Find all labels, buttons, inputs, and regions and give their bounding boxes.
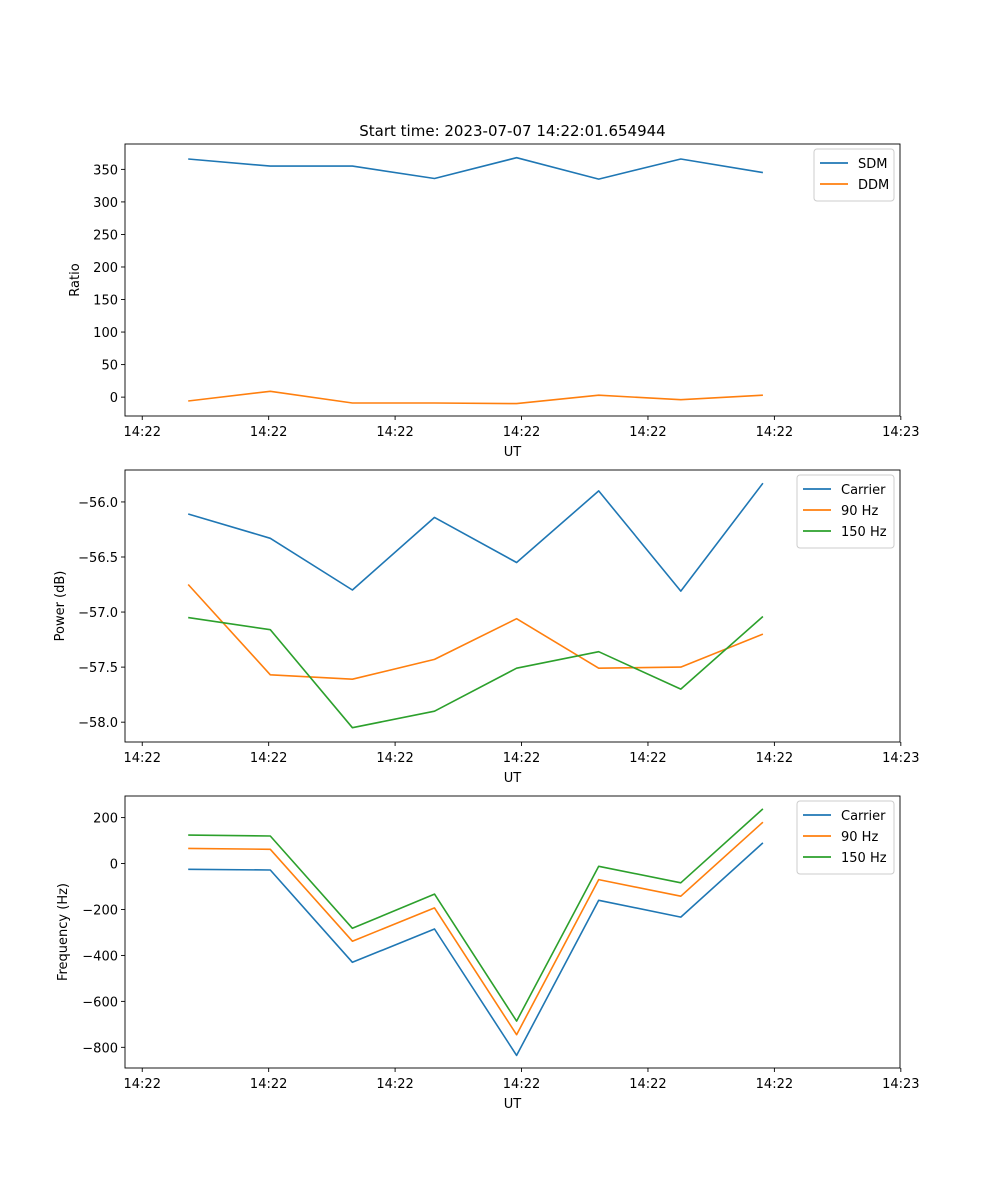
series-line-carrier	[187, 482, 764, 592]
series-line-carrier	[188, 842, 764, 1057]
legend-label: 150 Hz	[841, 851, 887, 866]
y-tick-label: −57.0	[78, 606, 118, 621]
series-line-150-hz	[188, 808, 764, 1022]
y-tick-label: 50	[101, 359, 118, 374]
series-line-90-hz	[187, 583, 764, 681]
y-tick-label: 0	[110, 391, 118, 406]
legend: Carrier 90 Hz 150 Hz	[796, 474, 895, 549]
y-axis-label: Power (dB)	[53, 571, 68, 642]
x-axis-label: UT	[504, 445, 522, 460]
y-tick-label: 100	[93, 326, 118, 341]
y-tick-label: 250	[93, 228, 118, 243]
x-tick-label: 14:22	[629, 751, 666, 766]
legend-label: Carrier	[841, 809, 886, 824]
y-tick-label: −400	[82, 949, 118, 964]
series-line-90-hz	[188, 821, 764, 1036]
axes-frame	[124, 143, 901, 417]
legend: Carrier 90 Hz 150 Hz	[796, 800, 895, 875]
x-tick-label: 14:22	[376, 1077, 413, 1092]
y-axis-label: Frequency (Hz)	[56, 883, 71, 981]
x-tick-label: 14:22	[629, 1077, 666, 1092]
legend-box	[796, 474, 895, 549]
x-axis-label: UT	[504, 771, 522, 786]
x-axis-label: UT	[504, 1097, 522, 1112]
x-tick-label: 14:22	[376, 425, 413, 440]
x-tick-label: 14:22	[756, 1077, 793, 1092]
y-tick-label: −600	[82, 995, 118, 1010]
y-axis-label: Ratio	[68, 263, 83, 296]
x-tick-label: 14:23	[882, 1077, 919, 1092]
legend: SDM DDM	[813, 148, 895, 202]
legend-box	[796, 800, 895, 875]
series-line-ddm	[188, 390, 763, 405]
legend-label: 150 Hz	[841, 525, 887, 540]
y-tick-label: −56.5	[78, 551, 118, 566]
legend-label: 90 Hz	[841, 504, 878, 519]
legend-label: 90 Hz	[841, 830, 878, 845]
y-tick-label: 200	[93, 261, 118, 276]
x-tick-label: 14:22	[124, 425, 161, 440]
series-line-150-hz	[188, 615, 764, 729]
x-tick-label: 14:22	[250, 425, 287, 440]
legend-label: DDM	[858, 178, 889, 193]
x-tick-label: 14:22	[250, 751, 287, 766]
y-tick-label: 300	[93, 196, 118, 211]
y-tick-label: 0	[110, 858, 118, 873]
y-tick-label: −200	[82, 903, 118, 918]
x-tick-label: 14:22	[503, 1077, 540, 1092]
chart-title: Start time: 2023-07-07 14:22:01.654944	[359, 122, 665, 140]
x-tick-label: 14:22	[376, 751, 413, 766]
y-tick-label: −56.0	[78, 496, 118, 511]
x-tick-label: 14:22	[503, 751, 540, 766]
x-tick-label: 14:22	[250, 1077, 287, 1092]
y-tick-label: −58.0	[78, 716, 118, 731]
plot-panel-1: Start time: 2023-07-07 14:22:01.654944 14…	[68, 122, 920, 460]
y-tick-label: 350	[93, 163, 118, 178]
x-tick-label: 14:23	[882, 425, 919, 440]
legend-label: Carrier	[841, 483, 886, 498]
axes-frame	[124, 469, 901, 743]
series-line-sdm	[188, 156, 764, 180]
x-tick-label: 14:22	[756, 425, 793, 440]
plot-panel-3: 14:22 14:22 14:22 14:22 14:22 14:22 14:23 −800 −…	[56, 795, 920, 1112]
y-tick-label: 150	[93, 294, 118, 309]
x-tick-label: 14:23	[882, 751, 919, 766]
plot-panel-2: 14:22 14:22 14:22 14:22 14:22 14:22 14:23 −58.0…	[53, 469, 920, 786]
axes-frame	[124, 795, 901, 1069]
y-tick-label: −57.5	[78, 661, 118, 676]
x-tick-label: 14:22	[124, 751, 161, 766]
legend-label: SDM	[858, 157, 887, 172]
legend-box	[813, 148, 895, 202]
y-tick-label: −800	[82, 1041, 118, 1056]
plots: Start time: 2023-07-07 14:22:01.654944 14…	[53, 122, 920, 1112]
y-tick-label: 200	[93, 812, 118, 827]
x-tick-label: 14:22	[124, 1077, 161, 1092]
x-tick-label: 14:22	[629, 425, 666, 440]
x-tick-label: 14:22	[756, 751, 793, 766]
x-tick-label: 14:22	[503, 425, 540, 440]
